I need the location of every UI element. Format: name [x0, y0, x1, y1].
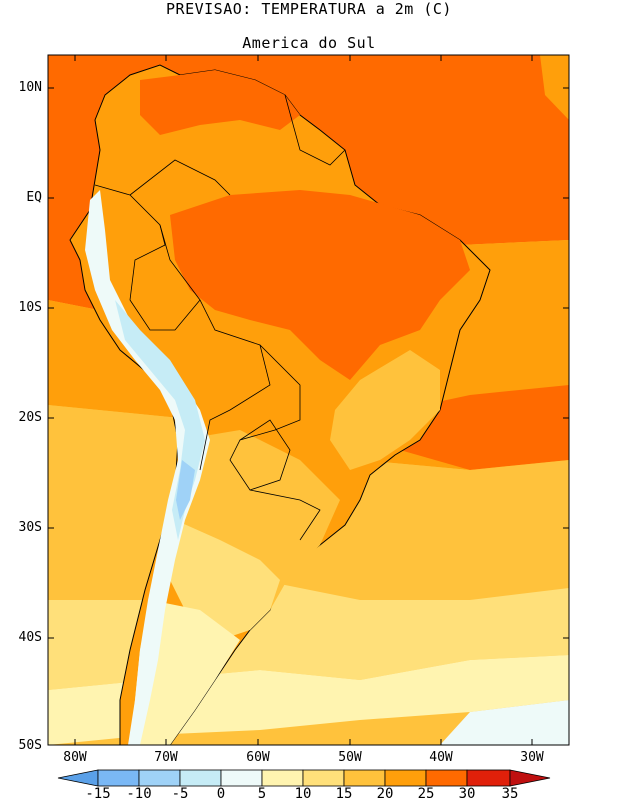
- colorbar-segment: [138, 769, 181, 787]
- colorbar-tick: 30: [458, 786, 476, 802]
- colorbar-segment: [384, 769, 427, 787]
- colorbar-tick: -10: [126, 786, 152, 802]
- country-borders: [94, 94, 346, 541]
- colorbar-tick: 35: [501, 786, 519, 802]
- ocean-hot-east: [400, 385, 569, 470]
- ocean-warm-patch: [540, 55, 569, 120]
- map-subtitle: America do Sul: [242, 34, 376, 52]
- lat-label-30s: 30S: [18, 520, 42, 535]
- lon-label-50w: 50W: [338, 750, 362, 765]
- lat-label-eq: EQ: [26, 190, 42, 205]
- lon-label-70w: 70W: [154, 750, 178, 765]
- lat-label-40s: 40S: [18, 630, 42, 645]
- lon-label-40w: 40W: [429, 750, 453, 765]
- lat-label-20s: 20S: [18, 410, 42, 425]
- colorbar-segment: [97, 769, 140, 787]
- colorbar-tick: 15: [335, 786, 353, 802]
- colorbar-segment: [220, 769, 263, 787]
- colorbar-tick: -15: [85, 786, 111, 802]
- lon-label-60w: 60W: [246, 750, 270, 765]
- colorbar-tick: 20: [376, 786, 394, 802]
- lon-label-30w: 30W: [520, 750, 544, 765]
- ocean-colder-band: [440, 700, 569, 745]
- colorbar-segment: [302, 769, 345, 787]
- lat-label-10n: 10N: [18, 80, 42, 95]
- andes-cold-ridge: [85, 190, 210, 745]
- colorbar-segment: [261, 769, 304, 787]
- lon-label-80w: 80W: [63, 750, 87, 765]
- colorbar-segment: [179, 769, 222, 787]
- lon-ticks: [74, 55, 533, 745]
- lat-label-50s: 50S: [18, 738, 42, 753]
- lat-label-10s: 10S: [18, 300, 42, 315]
- colorbar-segment: [343, 769, 386, 787]
- map-frame: [47, 54, 570, 746]
- colorbar-tick: 25: [417, 786, 435, 802]
- colorbar-segment: [57, 769, 99, 787]
- colorbar-tick: -5: [171, 786, 189, 802]
- amazon-hot-region: [170, 190, 470, 380]
- colorbar: [57, 769, 551, 787]
- colorbar-tick: 10: [294, 786, 312, 802]
- colorbar-segment: [509, 769, 551, 787]
- colorbar-segment: [425, 769, 468, 787]
- colorbar-tick: 0: [216, 786, 226, 802]
- colorbar-tick: 5: [257, 786, 267, 802]
- map-title: PREVISAO: TEMPERATURA a 2m (C): [166, 0, 452, 18]
- lat-ticks: [48, 87, 569, 639]
- highlands-mild: [330, 350, 440, 470]
- colorbar-segment: [466, 769, 511, 787]
